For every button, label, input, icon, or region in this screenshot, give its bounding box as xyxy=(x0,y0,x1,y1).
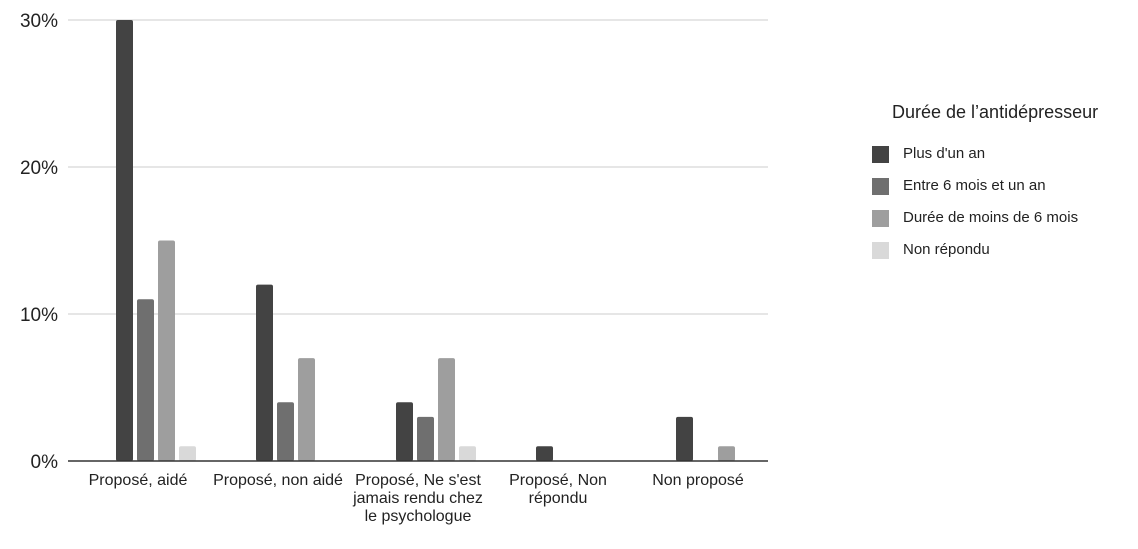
x-category-label: Proposé, Ne s'est jamais rendu chez le psy… xyxy=(352,472,483,525)
legend-title: Durée de l’antidépresseur xyxy=(892,102,1099,122)
y-tick-label: 0% xyxy=(31,452,59,473)
bar-3-2 xyxy=(298,358,315,461)
legend-swatch xyxy=(872,210,889,227)
y-axis-tick-labels: 0% 10% 20% 30% xyxy=(20,11,58,473)
bar-3-5 xyxy=(718,446,735,461)
x-category-label: Proposé, aidé xyxy=(89,472,188,489)
y-tick-label: 30% xyxy=(20,11,58,32)
legend-swatch xyxy=(872,178,889,195)
y-tick-label: 20% xyxy=(20,158,58,179)
bar-1-2 xyxy=(256,284,273,461)
bar-3-1 xyxy=(158,240,175,461)
bar-4-3 xyxy=(459,446,476,461)
legend-item: Durée de moins de 6 mois xyxy=(872,209,1132,227)
bar-3-3 xyxy=(438,358,455,461)
bars xyxy=(116,20,735,461)
x-category-label: Proposé, Non répondu xyxy=(509,472,607,507)
gridlines xyxy=(68,19,768,315)
x-category-label: Non proposé xyxy=(652,472,744,489)
bar-1-1 xyxy=(116,20,133,461)
y-tick-label: 10% xyxy=(20,305,58,326)
legend-label: Non répondu xyxy=(903,241,990,258)
legend-items: Plus d'un an Entre 6 mois et un an Durée d… xyxy=(862,145,1132,259)
bar-4-1 xyxy=(179,446,196,461)
legend-label: Durée de moins de 6 mois xyxy=(903,209,1079,226)
bar-1-5 xyxy=(676,416,693,461)
bar-2-2 xyxy=(277,402,294,461)
bar-2-3 xyxy=(417,416,434,461)
bar-1-3 xyxy=(396,402,413,461)
legend-item: Entre 6 mois et un an xyxy=(872,177,1132,195)
x-category-label: Proposé, non aidé xyxy=(213,472,343,489)
legend: Durée de l’antidépresseur Plus d'un an En… xyxy=(862,102,1132,273)
legend-label: Plus d'un an xyxy=(903,145,986,162)
bar-2-1 xyxy=(137,299,154,461)
bar-1-4 xyxy=(536,446,553,461)
legend-label: Entre 6 mois et un an xyxy=(903,177,1046,194)
x-axis-category-labels: Proposé, aidé Proposé, non aidé Proposé, N… xyxy=(89,472,744,525)
legend-swatch xyxy=(872,242,889,259)
legend-item: Non répondu xyxy=(872,241,1132,259)
legend-swatch xyxy=(872,146,889,163)
legend-item: Plus d'un an xyxy=(872,145,1132,163)
